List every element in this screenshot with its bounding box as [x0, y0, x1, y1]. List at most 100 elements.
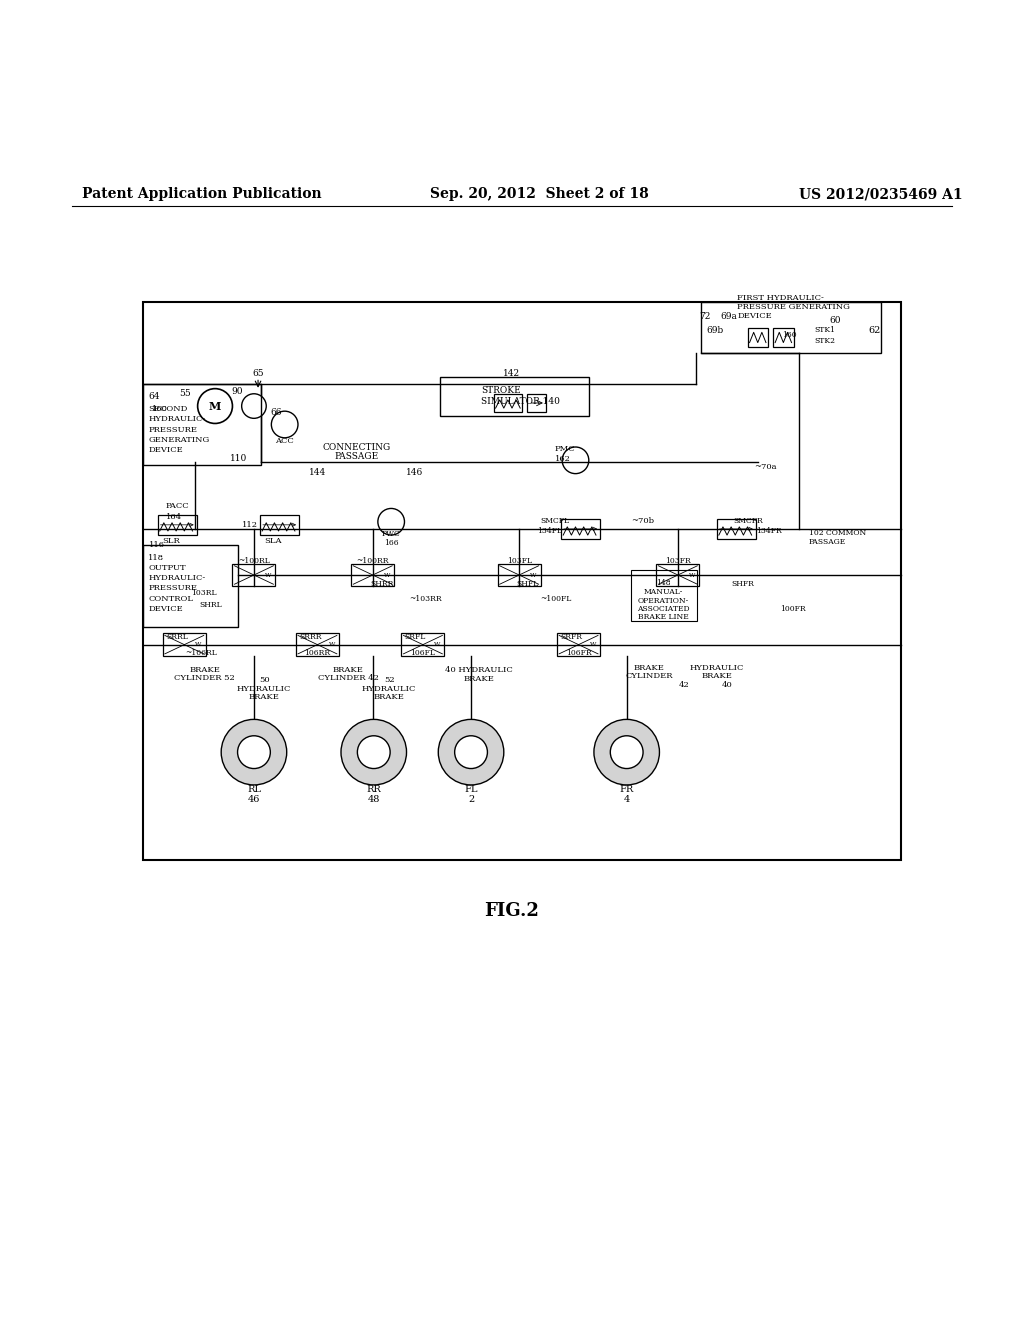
Text: 102 COMMON: 102 COMMON: [809, 529, 866, 537]
Text: 55: 55: [179, 389, 190, 399]
Text: 166: 166: [384, 540, 398, 548]
Text: W: W: [196, 642, 202, 647]
Text: 90: 90: [231, 387, 244, 396]
Text: STK2: STK2: [814, 337, 836, 345]
Text: BRAKE: BRAKE: [249, 693, 280, 701]
Text: 40 HYDRAULIC: 40 HYDRAULIC: [445, 667, 513, 675]
Circle shape: [562, 447, 589, 474]
Text: 103RL: 103RL: [191, 590, 217, 598]
Text: BRAKE: BRAKE: [189, 667, 220, 675]
Text: STK1: STK1: [814, 326, 836, 334]
Text: SHFR: SHFR: [731, 581, 754, 589]
Text: SHRL: SHRL: [200, 601, 222, 609]
Text: 69a: 69a: [721, 313, 737, 322]
Circle shape: [438, 719, 504, 785]
Text: 106FL: 106FL: [411, 649, 435, 657]
Text: FIRST HYDRAULIC-
PRESSURE GENERATING
DEVICE: FIRST HYDRAULIC- PRESSURE GENERATING DEV…: [737, 293, 850, 319]
Bar: [163, 634, 206, 656]
Text: 2: 2: [468, 795, 474, 804]
Text: GENERATING: GENERATING: [148, 436, 210, 444]
Bar: [631, 570, 697, 622]
Text: BRAKE: BRAKE: [464, 676, 495, 684]
Bar: [232, 564, 275, 586]
Text: ~106RL: ~106RL: [184, 649, 217, 657]
Bar: [143, 384, 261, 466]
Text: PMC: PMC: [555, 445, 575, 453]
Text: 40: 40: [722, 681, 732, 689]
Text: 103FL: 103FL: [507, 557, 531, 565]
Text: 50: 50: [259, 676, 269, 685]
Text: Sep. 20, 2012  Sheet 2 of 18: Sep. 20, 2012 Sheet 2 of 18: [430, 187, 649, 201]
Text: 106FR: 106FR: [565, 649, 592, 657]
Text: 144: 144: [309, 469, 326, 477]
Text: FR: FR: [620, 784, 634, 793]
Text: BRAKE: BRAKE: [374, 693, 404, 701]
Text: FL: FL: [464, 784, 478, 793]
Text: CONTROL: CONTROL: [148, 594, 194, 602]
Bar: [351, 564, 394, 586]
Text: 134FL: 134FL: [538, 527, 562, 535]
Text: OPERATION-: OPERATION-: [638, 597, 689, 605]
Text: 65: 65: [252, 368, 264, 378]
Text: STROKE
SIMULATOR 140: STROKE SIMULATOR 140: [481, 387, 560, 405]
Text: DEVICE: DEVICE: [148, 605, 183, 612]
Text: 66: 66: [270, 408, 283, 417]
Circle shape: [242, 393, 266, 418]
Circle shape: [378, 508, 404, 535]
Text: M: M: [209, 400, 221, 412]
Text: BRAKE: BRAKE: [634, 664, 665, 672]
Text: 162: 162: [555, 455, 571, 463]
Text: 69b: 69b: [707, 326, 723, 335]
Text: PWC: PWC: [382, 531, 400, 539]
Circle shape: [594, 719, 659, 785]
Text: 42: 42: [679, 681, 689, 689]
Bar: [748, 329, 768, 347]
Text: PRESSURE: PRESSURE: [148, 425, 198, 433]
Text: 110: 110: [230, 454, 247, 463]
Text: ~100RR: ~100RR: [356, 557, 389, 565]
Text: 164: 164: [166, 512, 182, 520]
Text: CYLINDER 52: CYLINDER 52: [174, 675, 236, 682]
Text: 116: 116: [148, 541, 165, 549]
Text: W: W: [434, 642, 440, 647]
Text: 64: 64: [148, 392, 160, 401]
Text: 48: 48: [368, 795, 380, 804]
Circle shape: [357, 735, 390, 768]
Text: 134FR: 134FR: [756, 527, 781, 535]
Text: 146: 146: [407, 469, 423, 477]
Circle shape: [610, 735, 643, 768]
Text: CYLINDER: CYLINDER: [626, 672, 673, 680]
Text: OUTPUT: OUTPUT: [148, 564, 186, 572]
Text: MANUAL-: MANUAL-: [644, 589, 683, 597]
Text: PRESSURE: PRESSURE: [148, 585, 198, 593]
Text: ~70b: ~70b: [631, 516, 653, 525]
Text: SRFR: SRFR: [560, 634, 582, 642]
Bar: [773, 329, 794, 347]
Text: PACC: PACC: [166, 503, 189, 511]
Text: SHFL: SHFL: [516, 581, 539, 589]
Text: ~70a: ~70a: [754, 463, 776, 471]
Text: W: W: [530, 573, 537, 578]
Text: 4: 4: [624, 795, 630, 804]
Text: SRFL: SRFL: [404, 634, 426, 642]
Circle shape: [221, 719, 287, 785]
Text: ASSOCIATED: ASSOCIATED: [637, 605, 690, 612]
Text: ~100RL: ~100RL: [238, 557, 270, 565]
Text: ~100FL: ~100FL: [541, 594, 572, 602]
Text: W: W: [689, 573, 695, 578]
Text: SRRR: SRRR: [299, 634, 322, 642]
Text: ACC: ACC: [275, 437, 294, 445]
Text: 100FR: 100FR: [780, 605, 806, 612]
Text: PASSAGE: PASSAGE: [334, 451, 379, 461]
Text: HYDRAULIC-: HYDRAULIC-: [148, 574, 206, 582]
Text: 62: 62: [868, 326, 881, 335]
Text: W: W: [384, 573, 390, 578]
Text: SLR: SLR: [162, 537, 179, 545]
Bar: [440, 378, 589, 416]
Text: W: W: [329, 642, 335, 647]
Bar: [527, 393, 546, 412]
Bar: [656, 564, 699, 586]
Text: SMCFR: SMCFR: [733, 516, 763, 525]
Text: SRRL: SRRL: [166, 634, 187, 642]
Bar: [717, 519, 756, 539]
